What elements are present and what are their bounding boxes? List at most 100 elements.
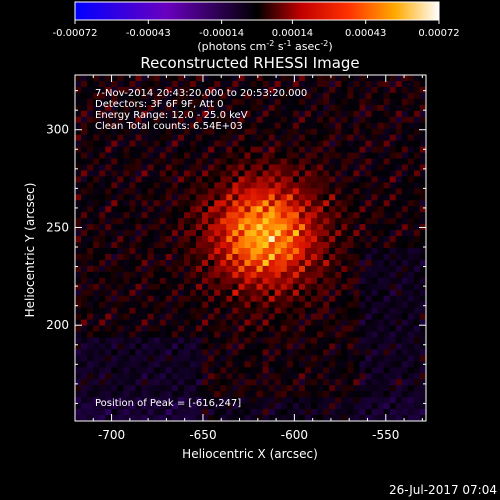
heatmap-cell (99, 397, 106, 404)
heatmap-cell (135, 397, 143, 404)
heatmap-cell (250, 122, 258, 130)
heatmap-cell (123, 134, 131, 142)
heatmap-cell (268, 391, 276, 398)
heatmap-cell (353, 128, 361, 136)
heatmap-cell (377, 134, 385, 142)
heatmap-cell (159, 176, 167, 183)
heatmap-cell (238, 200, 246, 207)
heatmap-cell (135, 188, 143, 195)
heatmap-cell (75, 206, 82, 213)
heatmap-cell (262, 373, 270, 380)
heatmap-cell (365, 182, 373, 189)
heatmap-cell (226, 212, 233, 219)
heatmap-cell (75, 367, 82, 374)
heatmap-cell (111, 289, 118, 297)
heatmap-cell (214, 194, 221, 201)
heatmap-cell (81, 86, 88, 94)
heatmap-cell (268, 152, 276, 160)
heatmap-cell (171, 307, 179, 315)
heatmap-cell (311, 110, 318, 118)
heatmap-cell (165, 86, 173, 94)
heatmap-cell (208, 355, 215, 362)
heatmap-cell (93, 242, 100, 249)
heatmap-cell (329, 212, 336, 219)
heatmap-cell (341, 242, 348, 249)
heatmap-cell (365, 319, 373, 327)
heatmap-cell (395, 415, 403, 421)
heatmap-cell (202, 325, 209, 333)
heatmap-cell (286, 98, 294, 106)
heatmap-cell (298, 218, 306, 225)
heatmap-cell (75, 188, 82, 195)
heatmap-cell (383, 343, 391, 351)
heatmap-cell (389, 188, 397, 195)
heatmap-cell (99, 92, 106, 100)
heatmap-cell (232, 104, 239, 112)
heatmap-cell (335, 110, 342, 118)
heatmap-cell (123, 158, 131, 166)
heatmap-cell (177, 259, 185, 267)
heatmap-cell (196, 176, 203, 183)
heatmap-cell (286, 403, 294, 410)
heatmap-cell (208, 331, 215, 339)
heatmap-cell (401, 188, 409, 195)
heatmap-cell (238, 319, 246, 327)
heatmap-cell (304, 104, 312, 112)
heatmap-cell (129, 343, 137, 351)
heatmap-cell (99, 110, 106, 118)
heatmap-cell (171, 367, 179, 374)
heatmap-cell (317, 80, 324, 88)
heatmap-cell (413, 224, 421, 231)
heatmap-cell (165, 361, 173, 368)
heatmap-cell (232, 92, 239, 100)
heatmap-cell (196, 331, 203, 339)
heatmap-cell (177, 379, 185, 386)
heatmap-cell (171, 75, 179, 82)
heatmap-cell (81, 337, 88, 345)
heatmap-cell (123, 325, 131, 333)
heatmap-cell (256, 104, 264, 112)
heatmap-cell (111, 385, 118, 392)
heatmap-cell (159, 212, 167, 219)
heatmap-cell (159, 128, 167, 136)
heatmap-cell (165, 313, 173, 321)
heatmap-cell (99, 409, 106, 416)
heatmap-cell (262, 259, 270, 267)
heatmap-cell (353, 182, 361, 189)
heatmap-cell (153, 301, 161, 309)
heatmap-cell (117, 116, 125, 124)
heatmap-cell (341, 301, 348, 309)
heatmap-cell (377, 188, 385, 195)
heatmap-cell (105, 367, 112, 374)
heatmap-cell (214, 391, 221, 398)
heatmap-cell (304, 200, 312, 207)
heatmap-cell (383, 152, 391, 160)
heatmap-cell (268, 301, 276, 309)
heatmap-cell (81, 104, 88, 112)
heatmap-cell (105, 409, 112, 416)
heatmap-cell (407, 379, 415, 386)
heatmap-cell (304, 242, 312, 249)
heatmap-cell (304, 319, 312, 327)
heatmap-cell (262, 188, 270, 195)
heatmap-cell (93, 361, 100, 368)
heatmap-cell (238, 158, 246, 166)
heatmap-cell (189, 182, 197, 189)
heatmap-cell (359, 194, 367, 201)
heatmap-cell (274, 415, 282, 421)
heatmap-cell (413, 80, 421, 88)
heatmap-cell (208, 301, 215, 309)
heatmap-cell (208, 289, 215, 297)
heatmap-cell (171, 301, 179, 309)
heatmap-cell (407, 152, 415, 160)
heatmap-cell (99, 373, 106, 380)
heatmap-cell (286, 391, 294, 398)
heatmap-cell (141, 218, 149, 225)
heatmap-cell (226, 331, 233, 339)
heatmap-cell (171, 349, 179, 356)
heatmap-cell (250, 182, 258, 189)
heatmap-cell (141, 122, 149, 130)
heatmap-cell (419, 122, 426, 130)
heatmap-cell (250, 134, 258, 142)
heatmap-cell (274, 98, 282, 106)
